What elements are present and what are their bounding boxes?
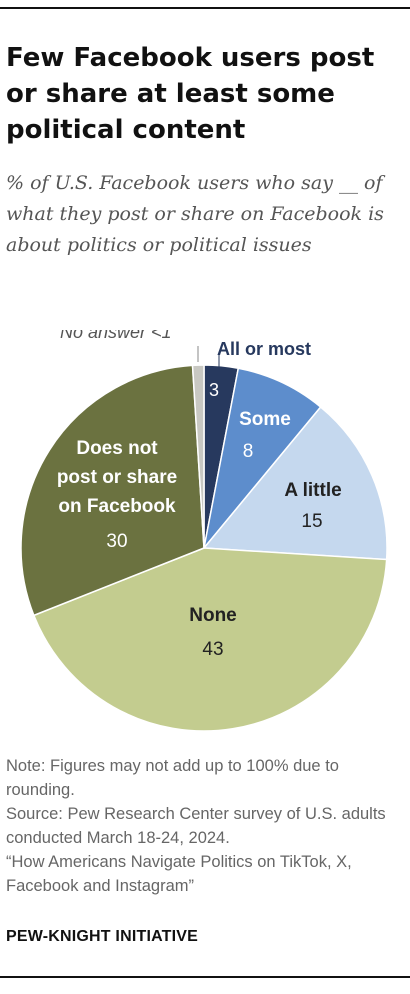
pie-slice-does-not-post-or-share-on-facebook bbox=[20, 364, 205, 617]
a-little-label: A little bbox=[284, 480, 341, 501]
all-or-most-value: 3 bbox=[209, 380, 219, 400]
brand-name: PEW-KNIGHT INITIATIVE bbox=[6, 928, 199, 945]
does-not-post-label-line-3: on Facebook bbox=[58, 496, 176, 517]
note-text: Note: Figures may not add up to 100% due… bbox=[6, 757, 339, 799]
none-value: 43 bbox=[202, 639, 223, 660]
chart-title: Few Facebook users post or share at leas… bbox=[6, 43, 375, 145]
report-title: “How Americans Navigate Politics on TikT… bbox=[6, 853, 352, 895]
some-label: Some bbox=[239, 409, 291, 430]
pie-chart-svg: No answer <1 All or most 3 Some 8 A litt… bbox=[20, 330, 388, 732]
does-not-post-label-line-2: post or share bbox=[57, 467, 177, 488]
does-not-post-label-line-1: Does not bbox=[76, 438, 158, 459]
does-not-post-value: 30 bbox=[106, 531, 127, 552]
pie-slice-a-little bbox=[202, 405, 388, 561]
no-answer-label: No answer <1 bbox=[60, 330, 172, 342]
pie-slice-no-answer bbox=[191, 364, 205, 549]
chart-subtitle: % of U.S. Facebook users who say __ of w… bbox=[6, 172, 384, 256]
chart-notes: Note: Figures may not add up to 100% due… bbox=[6, 754, 406, 898]
pie-slices bbox=[20, 364, 388, 732]
a-little-value: 15 bbox=[301, 511, 322, 532]
none-label: None bbox=[189, 605, 237, 626]
pie-slice-none bbox=[32, 547, 388, 732]
source-text: Source: Pew Research Center survey of U.… bbox=[6, 805, 386, 847]
bottom-rule bbox=[0, 976, 410, 978]
pie-slice-some bbox=[203, 367, 322, 549]
top-rule bbox=[0, 7, 410, 9]
some-value: 8 bbox=[243, 441, 254, 462]
pie-chart: No answer <1 All or most 3 Some 8 A litt… bbox=[0, 330, 410, 750]
all-or-most-label: All or most bbox=[217, 339, 311, 359]
